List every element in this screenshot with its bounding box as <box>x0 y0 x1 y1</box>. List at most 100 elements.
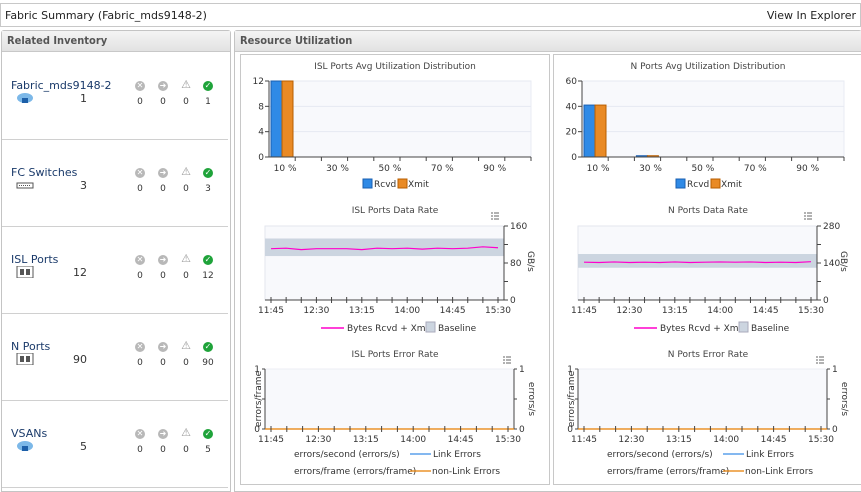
inventory-item-link[interactable]: FC Switches <box>11 166 78 179</box>
inventory-item-link[interactable]: Fabric_mds9148-2 <box>11 79 112 92</box>
normal-icon: ✓ <box>203 81 213 91</box>
inventory-row: FC Switches 3 ✕ 0 ➜ 0 ⚠ 0 ✓ 3 <box>2 139 228 227</box>
legend-swatch-rcvd <box>362 178 373 189</box>
y-tick-label: 1 <box>254 365 260 375</box>
status-count[interactable]: 0 <box>137 445 143 455</box>
resource-utilization-title: Resource Utilization <box>235 31 861 52</box>
status-count[interactable]: 12 <box>202 271 214 281</box>
inventory-count[interactable]: 12 <box>73 266 87 279</box>
x-tick-label: 11:45 <box>258 306 284 316</box>
baseline-band <box>578 254 817 268</box>
view-in-explorer-link[interactable]: View In Explorer <box>766 9 856 22</box>
legend-label: Rcvd <box>374 180 396 190</box>
status-count[interactable]: 0 <box>160 271 166 281</box>
major-icon: ➜ <box>158 255 168 265</box>
status-count[interactable]: 0 <box>183 358 189 368</box>
y-tick-label: 0 <box>571 153 577 163</box>
status-count[interactable]: 0 <box>183 184 189 194</box>
y-tick-label: 0 <box>258 153 264 163</box>
legend-swatch-xmit <box>397 178 408 189</box>
status-count[interactable]: 0 <box>160 358 166 368</box>
bar-rcvd <box>583 104 596 158</box>
status-count[interactable]: 0 <box>137 358 143 368</box>
baseline-band <box>265 238 504 257</box>
status-count[interactable]: 0 <box>183 271 189 281</box>
chart-title: ISL Ports Error Rate <box>351 350 439 360</box>
status-count[interactable]: 1 <box>205 97 211 107</box>
legend-label: Xmit <box>721 180 742 190</box>
x-tick-label: 70 % <box>744 164 767 174</box>
isl-ports-charts: ISL Ports Avg Utilization Distribution 0 4… <box>253 62 536 477</box>
x-tick-label: 14:45 <box>440 306 466 316</box>
major-icon: ➜ <box>158 81 168 91</box>
status-count[interactable]: 5 <box>205 445 211 455</box>
normal-icon: ✓ <box>203 255 213 265</box>
x-tick-label: 14:45 <box>761 435 787 445</box>
chart-menu-icon[interactable] <box>491 212 499 220</box>
normal-icon: ✓ <box>203 168 213 178</box>
page-title: Fabric Summary (Fabric_mds9148-2) <box>5 9 207 22</box>
inventory-row: N Ports 90 ✕ 0 ➜ 0 ⚠ 0 ✓ 90 <box>2 313 228 401</box>
legend-label: Xmit <box>408 180 429 190</box>
plot-area <box>268 80 532 158</box>
warning-icon: ⚠ <box>181 426 191 439</box>
inventory-count[interactable]: 1 <box>80 92 87 105</box>
x-tick-label: 10 % <box>587 164 610 174</box>
inventory-item-link[interactable]: ISL Ports <box>11 253 59 266</box>
legend-label: Baseline <box>751 324 790 334</box>
inventory-row: VSANs 5 ✕ 0 ➜ 0 ⚠ 0 ✓ 5 <box>2 400 228 488</box>
y-axis-label: GB/s <box>525 251 535 272</box>
status-count[interactable]: 0 <box>160 97 166 107</box>
x-tick-label: 14:00 <box>400 435 426 445</box>
chart-menu-icon[interactable] <box>816 356 824 364</box>
x-tick-label: 14:00 <box>394 306 420 316</box>
plot-area <box>581 80 845 158</box>
vsan-cloud-icon <box>16 440 34 452</box>
x-tick-label: 12:30 <box>303 306 329 316</box>
status-count[interactable]: 0 <box>160 184 166 194</box>
chart-title: ISL Ports Data Rate <box>352 206 439 216</box>
x-tick-label: 13:15 <box>353 435 379 445</box>
inventory-count[interactable]: 5 <box>80 440 87 453</box>
y-tick-label: 60 <box>566 77 578 87</box>
x-tick-label: 14:45 <box>448 435 474 445</box>
plot-area <box>264 368 515 430</box>
chart-menu-icon[interactable] <box>503 356 511 364</box>
status-count[interactable]: 90 <box>202 358 214 368</box>
status-count[interactable]: 3 <box>205 184 211 194</box>
legend-label: Baseline <box>438 324 477 334</box>
x-tick-label: 12:30 <box>305 435 331 445</box>
status-count[interactable]: 0 <box>183 445 189 455</box>
x-tick-label: 13:15 <box>662 306 688 316</box>
inventory-item-link[interactable]: VSANs <box>11 427 48 440</box>
legend-baseline-swatch <box>425 321 436 333</box>
bar-xmit <box>594 104 607 158</box>
status-count[interactable]: 0 <box>183 97 189 107</box>
legend-label: Link Errors <box>433 450 481 460</box>
status-count[interactable]: 0 <box>160 445 166 455</box>
critical-icon: ✕ <box>135 81 145 91</box>
warning-icon: ⚠ <box>181 78 191 91</box>
chart-menu-icon[interactable] <box>804 212 812 220</box>
status-count[interactable]: 0 <box>137 184 143 194</box>
x-tick-label: 13:15 <box>666 435 692 445</box>
warning-icon: ⚠ <box>181 339 191 352</box>
critical-icon: ✕ <box>135 255 145 265</box>
legend-label: Link Errors <box>746 450 794 460</box>
x-tick-label: 15:30 <box>808 435 834 445</box>
legend-label: Rcvd <box>687 180 709 190</box>
x-tick-label: 30 % <box>639 164 662 174</box>
status-count[interactable]: 0 <box>137 271 143 281</box>
x-tick-label: 50 % <box>378 164 401 174</box>
related-inventory-panel: Related Inventory Fabric_mds9148-2 1 ✕ 0 ➜… <box>1 30 231 492</box>
status-count[interactable]: 0 <box>137 97 143 107</box>
x-tick-label: 15:30 <box>495 435 521 445</box>
chart-title: ISL Ports Avg Utilization Distribution <box>314 62 476 72</box>
inventory-count[interactable]: 3 <box>80 179 87 192</box>
switch-icon <box>16 179 34 191</box>
major-icon: ➜ <box>158 342 168 352</box>
inventory-item-link[interactable]: N Ports <box>11 340 51 353</box>
data-rate-line <box>583 261 812 264</box>
inventory-count[interactable]: 90 <box>73 353 87 366</box>
legend-swatch-rcvd <box>675 178 686 189</box>
